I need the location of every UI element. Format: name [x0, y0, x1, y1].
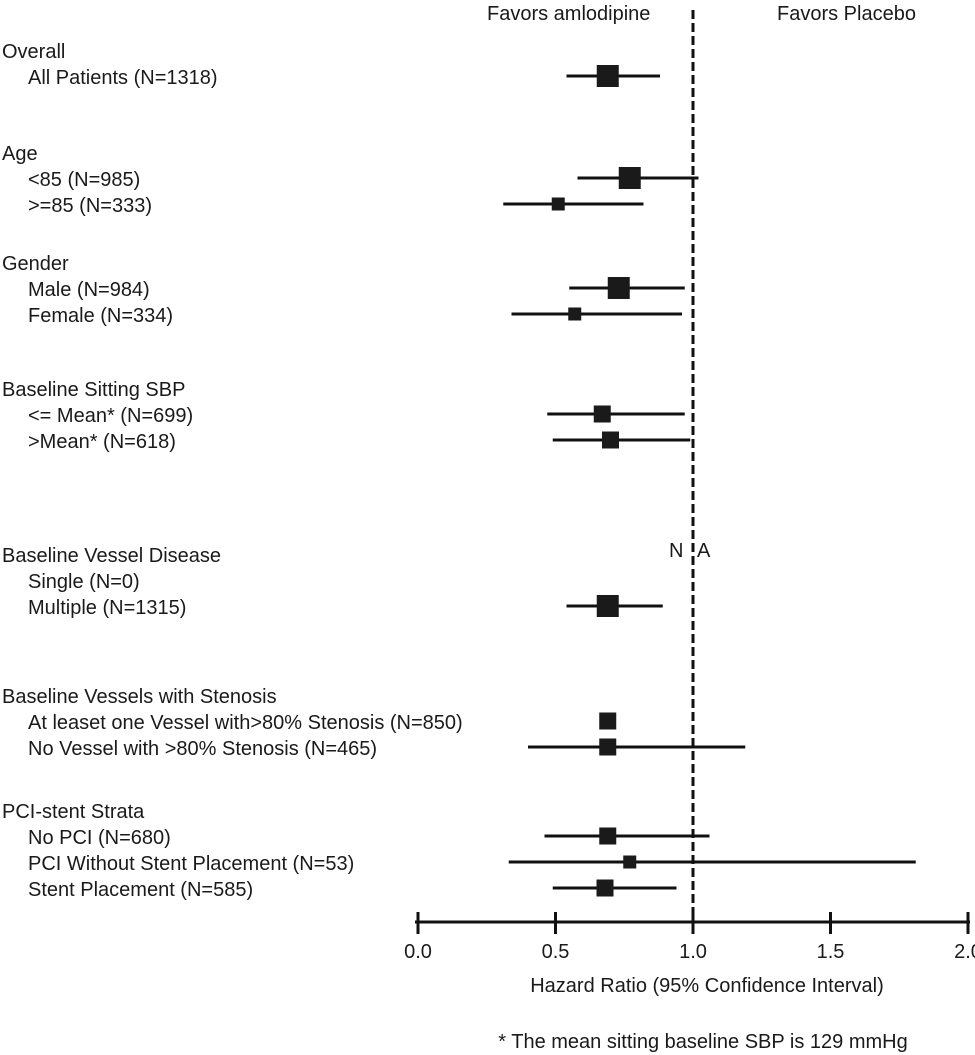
na-right: A: [697, 540, 711, 562]
group-label: Baseline Sitting SBP: [2, 379, 185, 401]
point-estimate: [568, 307, 582, 321]
row-label: >=85 (N=333): [28, 195, 152, 217]
point-estimate: [607, 277, 630, 299]
x-tick-label: 1.0: [679, 941, 707, 963]
group-label: Baseline Vessels with Stenosis: [2, 686, 277, 708]
row-label: <85 (N=985): [28, 169, 140, 191]
row-label: Stent Placement (N=585): [28, 879, 253, 901]
point-estimate: [596, 65, 619, 87]
point-estimate: [599, 738, 617, 756]
row-label: Female (N=334): [28, 305, 173, 327]
point-estimate: [599, 712, 617, 730]
row-label: At leaset one Vessel with>80% Stenosis (…: [28, 712, 463, 734]
row-label: Male (N=984): [28, 279, 150, 301]
row-label: Multiple (N=1315): [28, 597, 186, 619]
group-label: PCI-stent Strata: [2, 801, 145, 823]
row-label: <= Mean* (N=699): [28, 405, 193, 427]
footnote: * The mean sitting baseline SBP is 129 m…: [498, 1031, 907, 1053]
group-label: Age: [2, 143, 38, 165]
row-label: PCI Without Stent Placement (N=53): [28, 853, 354, 875]
header-favors-amlodipine: Favors amlodipine: [487, 3, 650, 25]
point-estimate: [623, 855, 637, 869]
group-label: Gender: [2, 253, 69, 275]
point-estimate: [551, 197, 565, 211]
group-label: Baseline Vessel Disease: [2, 545, 221, 567]
point-estimate: [602, 431, 619, 449]
point-estimate: [618, 167, 641, 189]
row-label: Single (N=0): [28, 571, 140, 593]
header-favors-placebo: Favors Placebo: [777, 3, 916, 25]
x-tick-label: 0.5: [542, 941, 570, 963]
x-tick-label: 1.5: [817, 941, 845, 963]
point-estimate: [593, 405, 611, 423]
point-estimate: [596, 595, 619, 617]
group-label: Overall: [2, 41, 65, 63]
x-tick-label: 0.0: [404, 941, 432, 963]
point-estimate: [596, 879, 614, 897]
row-label: All Patients (N=1318): [28, 67, 218, 89]
x-tick-label: 2.0: [954, 941, 975, 963]
point-estimate: [599, 827, 617, 845]
x-axis-label: Hazard Ratio (95% Confidence Interval): [530, 975, 884, 997]
na-left: N: [669, 540, 683, 562]
row-label: No PCI (N=680): [28, 827, 171, 849]
row-label: >Mean* (N=618): [28, 431, 176, 453]
row-label: No Vessel with >80% Stenosis (N=465): [28, 738, 377, 760]
